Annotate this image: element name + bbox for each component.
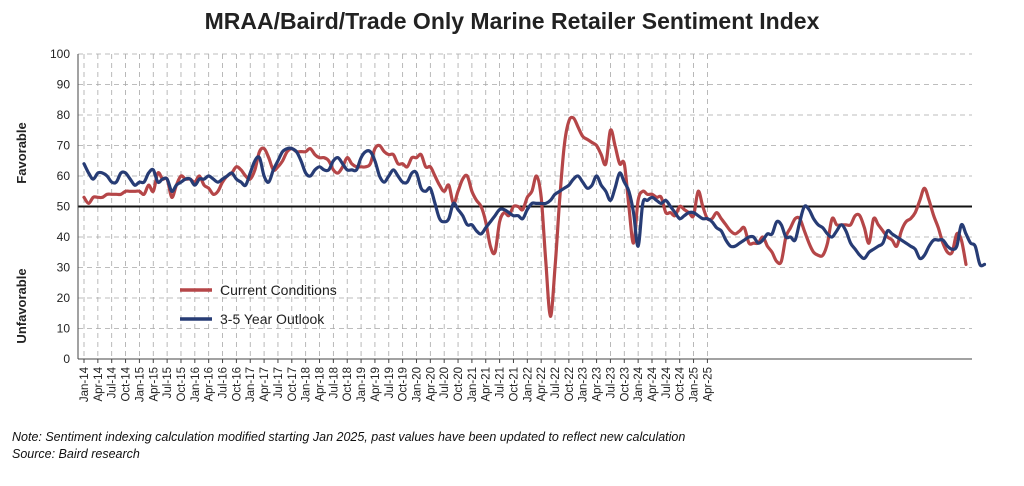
axis-layer: 0 10 20 30 40 50 60 70 80 90 100 Jan-14 Apr-14 Jul-14… (14, 47, 972, 402)
x-tick-label: Apr-16 (204, 367, 216, 402)
x-tick-label: Jul-23 (605, 367, 617, 398)
y-tick-label: 10 (57, 322, 71, 336)
x-tick-label: Jul-17 (273, 367, 285, 398)
y-tick-label: 0 (63, 352, 70, 366)
y-tick-label: 60 (57, 169, 71, 183)
x-tick-label: Apr-15 (148, 367, 160, 402)
series-line-outlook (82, 146, 987, 268)
x-tick-label: Apr-14 (93, 366, 105, 401)
x-tick-label: Oct-20 (453, 367, 465, 402)
x-tick-label: Apr-25 (702, 367, 714, 402)
x-tick-label: Oct-22 (564, 367, 576, 402)
series-layer (82, 115, 987, 318)
legend-label: Current Conditions (220, 282, 337, 298)
chart-title: MRAA/Baird/Trade Only Marine Retailer Se… (204, 8, 820, 34)
x-tick-label: Apr-23 (592, 367, 604, 402)
x-tick-label: Jul-21 (495, 367, 507, 398)
y-tick-label: 80 (57, 108, 71, 122)
x-tick-label: Jan-18 (301, 367, 313, 402)
x-tick-label: Jan-25 (689, 367, 701, 402)
x-tick-label: Jul-15 (162, 367, 174, 398)
x-tick-label: Jul-24 (661, 366, 673, 398)
x-tick-label: Jan-14 (79, 366, 91, 402)
legend-label: 3-5 Year Outlook (220, 311, 325, 327)
x-tick-label: Jul-16 (218, 367, 230, 398)
x-tick-label: Apr-22 (536, 367, 548, 402)
x-tick-label: Oct-23 (619, 367, 631, 402)
x-tick-label: Apr-19 (370, 367, 382, 402)
x-tick-label: Jan-15 (134, 367, 146, 402)
x-tick-label: Oct-14 (121, 366, 133, 401)
x-tick-label: Apr-20 (425, 367, 437, 402)
x-tick-label: Jan-23 (578, 367, 590, 402)
y-tick-label: 30 (57, 261, 71, 275)
x-tick-label: Oct-15 (176, 367, 188, 402)
x-tick-label: Apr-21 (481, 367, 493, 402)
x-tick-label: Oct-18 (342, 367, 354, 402)
footnote-source: Source: Baird research (12, 447, 140, 461)
x-tick-label: Oct-24 (675, 366, 687, 401)
footnote-note: Note: Sentiment indexing calculation mod… (12, 430, 686, 444)
x-tick-label: Apr-18 (315, 367, 327, 402)
x-tick-label: Oct-21 (508, 367, 520, 402)
y-tick-label: 50 (57, 200, 71, 214)
x-tick-label: Jan-21 (467, 367, 479, 402)
x-tick-label: Jul-18 (328, 367, 340, 398)
x-tick-label: Jul-14 (107, 366, 119, 398)
x-tick-label: Jan-22 (522, 367, 534, 402)
x-tick-label: Jan-17 (245, 367, 257, 402)
y-tick-label: 70 (57, 139, 71, 153)
x-tick-label: Oct-16 (231, 367, 243, 402)
y-label-unfavorable: Unfavorable (14, 268, 29, 343)
y-label-favorable: Favorable (14, 122, 29, 183)
x-tick-label: Jan-24 (633, 366, 645, 402)
x-tick-label: Jan-16 (190, 367, 202, 402)
y-tick-label: 40 (57, 230, 71, 244)
x-tick-label: Jul-22 (550, 367, 562, 398)
y-tick-label: 100 (50, 47, 70, 61)
x-tick-label: Oct-17 (287, 367, 299, 402)
x-tick-label: Apr-17 (259, 367, 271, 402)
legend-layer: Current Conditions 3-5 Year Outlook (180, 282, 337, 327)
x-tick-label: Jan-19 (356, 367, 368, 402)
x-tick-label: Oct-19 (398, 367, 410, 402)
x-tick-label: Jul-20 (439, 367, 451, 398)
x-tick-label: Apr-24 (647, 366, 659, 401)
y-tick-label: 20 (57, 291, 71, 305)
x-tick-label: Jul-19 (384, 367, 396, 398)
y-tick-label: 90 (57, 78, 71, 92)
x-tick-label: Jan-20 (411, 367, 423, 402)
